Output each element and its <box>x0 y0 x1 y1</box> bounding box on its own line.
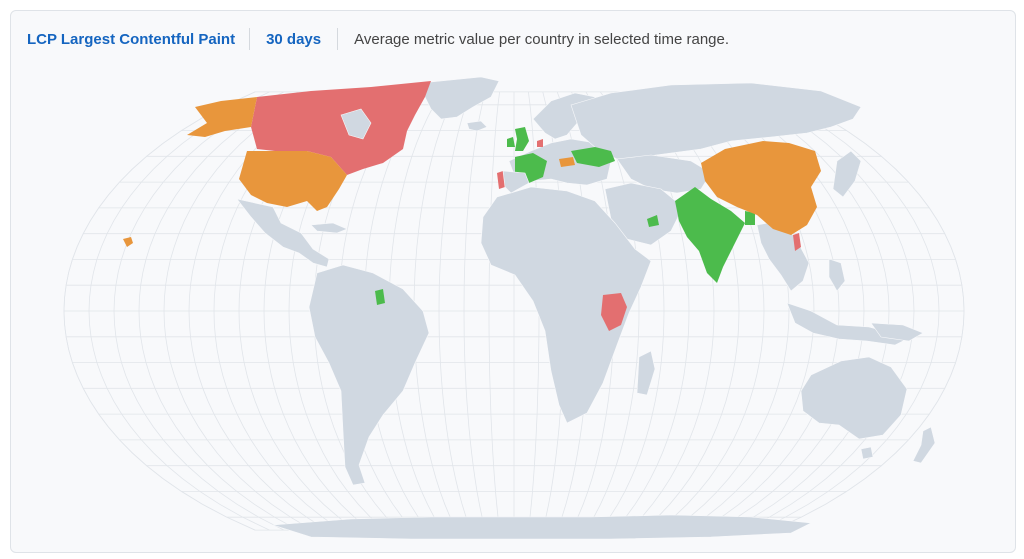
graticule <box>63 91 965 531</box>
antarctica[interactable] <box>272 514 813 540</box>
iceland[interactable] <box>466 120 488 132</box>
country-data-layer <box>123 81 821 331</box>
map-header: LCP Largest Contentful Paint 30 days Ave… <box>11 11 1015 67</box>
country-spain[interactable] <box>502 170 530 194</box>
south-america[interactable] <box>308 264 430 486</box>
country-united-kingdom[interactable] <box>515 127 529 151</box>
country-bangladesh[interactable] <box>745 211 755 225</box>
central-asia[interactable] <box>616 154 712 194</box>
japan[interactable] <box>832 150 862 198</box>
land-layer <box>236 76 936 540</box>
mexico-central-america[interactable] <box>236 198 330 268</box>
caribbean[interactable] <box>310 222 348 234</box>
country-india[interactable] <box>675 187 745 283</box>
australia[interactable] <box>800 356 908 440</box>
hudson-bay <box>340 108 372 140</box>
madagascar[interactable] <box>636 350 656 396</box>
new-zealand[interactable] <box>912 426 936 464</box>
country-denmark[interactable] <box>537 139 543 147</box>
tasmania[interactable] <box>860 446 874 460</box>
time-range-link[interactable]: 30 days <box>266 30 322 48</box>
country-canada[interactable] <box>251 81 431 175</box>
map-card: LCP Largest Contentful Paint 30 days Ave… <box>10 10 1016 553</box>
country-uae[interactable] <box>647 215 659 227</box>
philippines[interactable] <box>828 258 846 292</box>
country-ireland[interactable] <box>507 137 515 147</box>
country-usa-hawaii[interactable] <box>123 237 133 247</box>
country-guyana[interactable] <box>375 289 385 305</box>
country-portugal[interactable] <box>497 171 505 189</box>
greenland[interactable] <box>420 76 500 120</box>
country-vietnam[interactable] <box>793 233 801 251</box>
africa[interactable] <box>480 186 652 424</box>
new-guinea[interactable] <box>870 322 924 342</box>
country-romania[interactable] <box>559 157 575 167</box>
world-map <box>63 76 965 540</box>
country-kenya[interactable] <box>601 293 627 331</box>
header-divider <box>337 28 339 50</box>
country-usa[interactable] <box>239 151 347 211</box>
russia-north-asia[interactable] <box>570 82 862 160</box>
metric-selector-link[interactable]: LCP Largest Contentful Paint <box>27 30 236 48</box>
country-usa-alaska[interactable] <box>187 97 257 137</box>
country-ukraine[interactable] <box>571 147 615 167</box>
map-description: Average metric value per country in sele… <box>354 30 730 48</box>
header-divider <box>249 28 251 50</box>
country-china[interactable] <box>701 141 821 235</box>
